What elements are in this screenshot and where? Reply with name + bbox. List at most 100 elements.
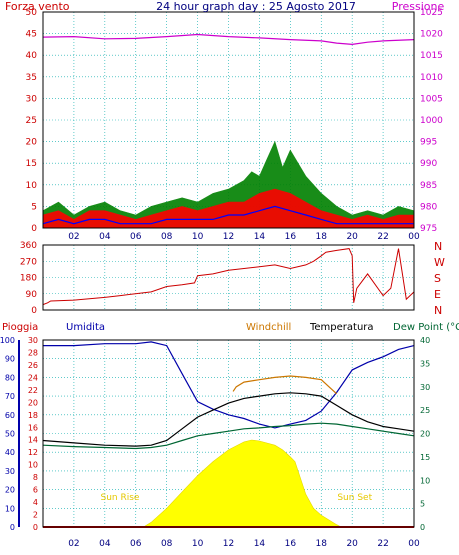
wind-y-tick-label: 50 <box>26 8 38 18</box>
temp-x-tick-label: 02 <box>68 539 79 549</box>
rain-y-tick-label: 2 <box>33 511 38 520</box>
humidity-y-tick-label: 100 <box>0 336 15 345</box>
series-direction-line <box>42 248 415 306</box>
wind-y-tick-label: 45 <box>26 30 37 40</box>
pressure-y-tick-label: 985 <box>420 181 437 191</box>
rain-y-tick-label: 6 <box>33 486 38 495</box>
wind-y-tick-label: 10 <box>26 181 38 191</box>
temperature-y-tick-label: 0 <box>420 523 425 532</box>
rain-y-tick-label: 28 <box>28 348 38 357</box>
wind-x-tick-label: 12 <box>223 232 234 242</box>
rain-y-tick-label: 26 <box>28 361 38 370</box>
direction-y-tick-label: 90 <box>26 290 38 300</box>
direction-y-tick-label: 360 <box>20 241 37 251</box>
direction-y-tick-label: 180 <box>20 274 37 284</box>
series-windchill-line <box>232 375 338 395</box>
rain-y-tick-label: 24 <box>28 373 38 382</box>
series-temperature-line <box>42 392 415 447</box>
humidity-y-tick-label: 60 <box>5 411 15 420</box>
humidity-y-tick-label: 40 <box>5 448 15 457</box>
wind-x-tick-label: 00 <box>408 232 420 242</box>
wind-plot-frame <box>42 11 415 229</box>
wind-y-tick-label: 25 <box>26 116 37 126</box>
pressure-y-tick-label: 1025 <box>420 8 443 18</box>
humidity-y-tick-label: 90 <box>5 355 15 364</box>
compass-label: N <box>434 240 442 253</box>
rain-y-tick-label: 14 <box>28 436 38 445</box>
temp-plot-frame <box>42 339 415 528</box>
humidity-y-tick-label: 70 <box>5 392 15 401</box>
rain-y-tick-label: 4 <box>33 498 38 507</box>
rain-y-tick-label: 0 <box>33 523 38 532</box>
temp-x-tick-label: 16 <box>285 539 297 549</box>
sunrise-annotation: Sun Rise <box>101 493 140 503</box>
rain-legend-label: Pioggia <box>2 322 38 333</box>
temperature-y-tick-label: 25 <box>420 406 430 415</box>
rain-y-tick-label: 30 <box>28 336 38 345</box>
wind-x-tick-label: 04 <box>99 232 111 242</box>
humidity-legend-label: Umidita <box>66 322 105 333</box>
temperature-legend-label: Temperatura <box>309 322 374 333</box>
temperature-y-tick-label: 5 <box>420 500 425 509</box>
compass-label: S <box>434 272 441 285</box>
temp-x-tick-label: 04 <box>99 539 111 549</box>
wind-x-tick-label: 18 <box>316 232 328 242</box>
temperature-y-tick-label: 35 <box>420 359 430 368</box>
rain-y-tick-label: 22 <box>28 386 38 395</box>
chart-title: 24 hour graph day : 25 Agosto 2017 <box>156 0 356 13</box>
humidity-y-tick-label: 20 <box>5 486 15 495</box>
wind-y-tick-label: 35 <box>26 73 37 83</box>
series-pressure-line <box>42 33 415 46</box>
wind-y-tick-label: 20 <box>26 138 38 148</box>
temp-x-tick-label: 20 <box>346 539 358 549</box>
pressure-y-tick-label: 1000 <box>420 116 443 126</box>
compass-label: W <box>434 256 445 269</box>
wind-y-tick-label: 15 <box>26 159 37 169</box>
pressure-y-tick-label: 995 <box>420 138 437 148</box>
temp-x-tick-label: 18 <box>316 539 328 549</box>
windchill-legend-label: Windchill <box>246 322 291 333</box>
rain-y-tick-label: 10 <box>28 461 38 470</box>
wind-x-tick-label: 14 <box>254 232 266 242</box>
pressure-y-tick-label: 990 <box>420 159 437 169</box>
header-right-label: Pressione <box>392 0 445 13</box>
pressure-y-tick-label: 980 <box>420 202 437 212</box>
pressure-y-tick-label: 1010 <box>420 73 443 83</box>
pressure-y-tick-label: 1015 <box>420 51 443 61</box>
temp-x-tick-label: 06 <box>130 539 142 549</box>
header-left-label: Forza vento <box>5 0 70 13</box>
wind-x-tick-label: 02 <box>68 232 79 242</box>
series-wind_gust-area <box>42 140 415 229</box>
temp-x-tick-label: 12 <box>223 539 234 549</box>
humidity-y-tick-label: 80 <box>5 373 15 382</box>
compass-label: E <box>434 288 441 301</box>
humidity-y-tick-label: 10 <box>5 504 15 513</box>
wind-y-tick-label: 0 <box>31 224 37 234</box>
rain-y-tick-label: 16 <box>28 423 38 432</box>
rain-y-tick-label: 20 <box>28 398 38 407</box>
direction-y-tick-label: 270 <box>20 257 37 267</box>
temperature-y-tick-label: 30 <box>420 383 430 392</box>
pressure-y-tick-label: 1005 <box>420 94 443 104</box>
compass-label: N <box>434 304 442 317</box>
series-wind_speed-area <box>42 188 415 229</box>
temp-x-tick-label: 10 <box>192 539 204 549</box>
dewpoint-legend-label: Dew Point (°C <box>393 322 459 333</box>
temp-x-tick-label: 22 <box>377 539 388 549</box>
temp-x-tick-label: 00 <box>408 539 420 549</box>
temp-x-tick-label: 14 <box>254 539 266 549</box>
humidity-y-tick-label: 30 <box>5 467 15 476</box>
humidity-y-tick-label: 0 <box>10 523 15 532</box>
series-solar-area <box>142 439 342 528</box>
rain-y-tick-label: 8 <box>33 473 38 482</box>
wind-x-tick-label: 22 <box>377 232 388 242</box>
rain-y-tick-label: 12 <box>28 448 38 457</box>
sunset-annotation: Sun Set <box>337 493 372 503</box>
series-wind_avg-line <box>42 205 414 225</box>
wind-x-tick-label: 10 <box>192 232 204 242</box>
temp-x-tick-label: 08 <box>161 539 173 549</box>
pressure-y-tick-label: 1020 <box>420 30 443 40</box>
series-dewpoint-line <box>42 422 415 450</box>
rain-y-tick-label: 18 <box>28 411 38 420</box>
